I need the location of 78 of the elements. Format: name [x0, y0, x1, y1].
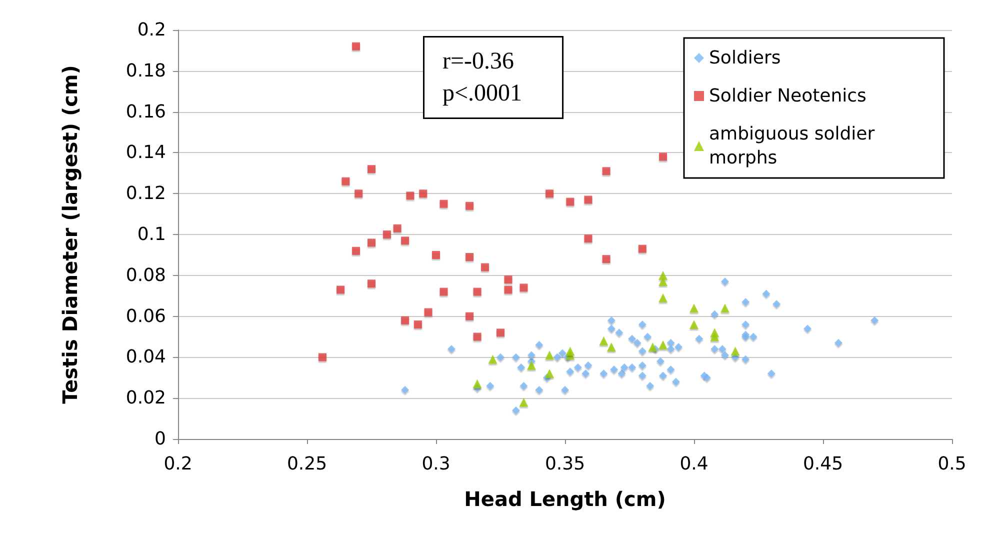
point: [545, 350, 554, 360]
point: [472, 379, 482, 388]
point: [488, 354, 498, 364]
point: [318, 353, 326, 362]
y-tick-label: 0.02: [126, 388, 166, 409]
point: [584, 196, 592, 204]
legend-label: Soldiers: [709, 48, 781, 68]
point: [432, 250, 440, 259]
point: [730, 346, 740, 356]
point: [481, 263, 490, 272]
x-tick-label: 0.45: [802, 454, 844, 474]
point: [658, 293, 668, 302]
point: [414, 320, 422, 328]
point: [659, 152, 668, 161]
point: [599, 336, 608, 346]
point: [720, 304, 730, 313]
x-tick-label: 0.25: [286, 454, 328, 474]
point: [352, 42, 360, 50]
point: [342, 177, 350, 186]
point: [354, 190, 363, 198]
y-tick-label: 0.06: [126, 306, 166, 327]
point: [519, 398, 528, 407]
point: [466, 312, 474, 320]
x-axis-title: Head Length (cm): [464, 487, 666, 511]
x-tick-label: 0.4: [680, 454, 708, 474]
x-tick-label: 0.5: [938, 454, 966, 474]
point: [401, 316, 410, 324]
point: [466, 252, 474, 261]
point: [440, 288, 448, 296]
point: [440, 200, 448, 208]
point: [401, 236, 410, 245]
x-tick-label: 0.3: [422, 454, 450, 474]
point: [566, 346, 575, 356]
point: [504, 275, 512, 284]
point: [368, 238, 376, 247]
point: [658, 340, 668, 350]
point: [473, 332, 482, 341]
y-tick-label: 0.04: [126, 346, 166, 368]
y-tick-label: 0.2: [137, 20, 166, 40]
point: [466, 202, 474, 210]
point: [382, 230, 391, 238]
y-axis-title: Testis Diameter (largest) (cm): [58, 65, 82, 404]
point: [419, 190, 428, 198]
y-tick-label: 0.14: [126, 142, 166, 164]
point: [368, 165, 376, 174]
annotation: r=-0.36 p<.0001: [442, 48, 522, 106]
y-tick-label: 0: [154, 428, 166, 450]
y-tick-label: 0.1: [137, 224, 166, 245]
point: [710, 332, 720, 342]
y-tick-label: 0.18: [126, 60, 166, 82]
x-tick-label: 0.2: [164, 454, 192, 474]
point: [393, 224, 402, 232]
point: [638, 244, 646, 253]
point: [584, 234, 592, 243]
legend-label: Soldier Neotenics: [709, 86, 866, 106]
point: [336, 286, 345, 294]
point: [496, 328, 504, 337]
legend-label: ambiguous soldier morphs: [709, 124, 880, 168]
point: [690, 304, 698, 313]
x-tick-label: 0.35: [544, 454, 586, 474]
point: [473, 288, 482, 296]
point: [546, 190, 554, 198]
point: [352, 246, 360, 255]
point: [690, 320, 698, 329]
point: [566, 198, 574, 206]
point: [520, 284, 528, 292]
point: [406, 192, 414, 200]
point: [504, 286, 512, 294]
y-tick-label: 0.12: [126, 183, 166, 204]
point: [602, 255, 610, 264]
point: [648, 342, 658, 352]
y-tick-label: 0.16: [126, 101, 166, 122]
point: [606, 342, 616, 352]
point: [602, 167, 610, 176]
point: [658, 277, 668, 286]
point: [424, 308, 432, 316]
point: [368, 280, 376, 288]
y-tick-label: 0.08: [126, 264, 166, 286]
